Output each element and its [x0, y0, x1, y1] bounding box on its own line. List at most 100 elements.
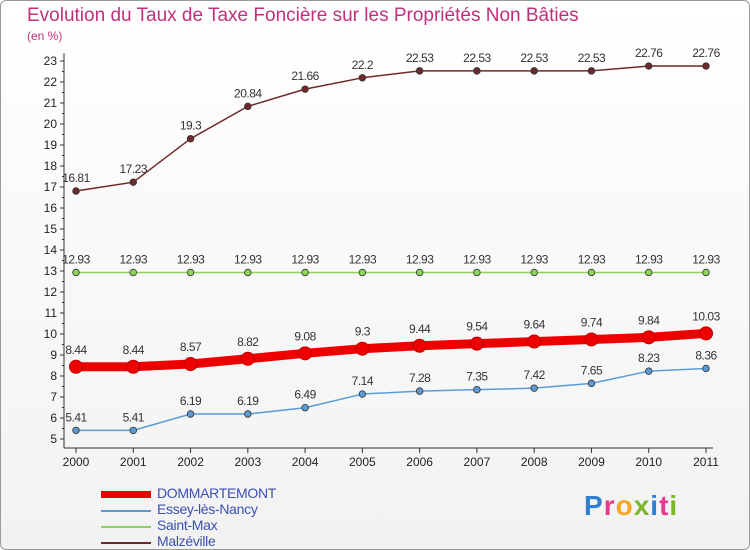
unit-label: (en %)	[27, 29, 63, 43]
y-tick-label: 8	[50, 369, 57, 383]
data-label: 6.19	[180, 394, 202, 408]
data-label: 8.44	[65, 343, 87, 357]
x-tick-label: 2002	[177, 455, 204, 469]
x-tick-label: 2010	[635, 455, 662, 469]
data-label: 5.41	[65, 410, 87, 424]
data-label: 7.65	[581, 363, 603, 377]
y-tick-label: 22	[44, 75, 58, 89]
data-point	[298, 346, 313, 361]
data-label: 7.35	[466, 370, 488, 384]
data-label: 6.49	[294, 388, 316, 402]
data-point	[702, 62, 710, 70]
y-tick-label: 10	[44, 327, 58, 341]
legend-swatch	[101, 491, 151, 498]
x-tick-label: 2009	[578, 455, 605, 469]
y-tick-label: 5	[50, 432, 57, 446]
data-label: 8.44	[123, 343, 145, 357]
data-label: 12.93	[635, 252, 663, 266]
data-label: 12.93	[349, 252, 377, 266]
data-point	[240, 351, 255, 366]
data-point	[358, 268, 367, 277]
data-label: 8.57	[180, 340, 202, 354]
series-malz-ville: 16.81 17.23 19.3 20.84 21.66 22.2 22.53 22.53 22…	[62, 46, 721, 195]
x-tick-label: 2004	[292, 455, 319, 469]
data-point	[530, 67, 538, 75]
logo-letter: i	[669, 490, 679, 521]
chart-title: Evolution du Taux de Taxe Foncière sur l…	[27, 5, 579, 26]
y-tick-label: 9	[50, 348, 57, 362]
data-label: 17.23	[120, 162, 148, 176]
x-tick-label: 2001	[120, 455, 147, 469]
data-point	[355, 341, 370, 356]
data-label: 22.76	[635, 46, 663, 60]
data-point	[415, 268, 424, 277]
data-label: 10.03	[692, 309, 720, 323]
data-label: 9.64	[524, 318, 546, 332]
y-tick-label: 11	[45, 306, 58, 320]
y-tick-label: 16	[44, 201, 58, 215]
data-point	[645, 62, 653, 70]
data-point	[129, 268, 137, 277]
data-point	[699, 326, 713, 341]
series-dommartemont: 8.44 8.44 8.57 8.82 9.08 9.3 9.44 9.54 9.64 9.74 9…	[65, 309, 721, 374]
data-point	[244, 102, 252, 111]
x-tick-label: 2000	[63, 455, 90, 469]
data-point	[244, 268, 252, 277]
data-point	[584, 332, 599, 347]
data-label: 9.3	[355, 325, 371, 339]
data-label: 8.23	[638, 351, 660, 365]
series-saint-max: 12.93 12.93 12.93 12.93 12.93 12.93 12.93 12.93…	[62, 252, 721, 277]
x-tick-label: 2008	[521, 455, 548, 469]
x-tick-label: 2007	[464, 455, 491, 469]
proxiti-logo: Proxiti	[584, 490, 678, 522]
data-label: 12.93	[463, 252, 491, 266]
data-point	[129, 178, 137, 186]
data-point	[72, 187, 80, 195]
data-point	[587, 67, 596, 75]
data-point	[186, 410, 195, 418]
data-label: 12.93	[234, 252, 262, 266]
data-label: 5.41	[123, 410, 145, 424]
data-label: 9.84	[638, 313, 660, 327]
logo-letter: i	[650, 490, 660, 521]
data-point	[641, 330, 656, 345]
data-point	[186, 134, 195, 143]
data-point	[186, 268, 195, 277]
data-label: 22.76	[692, 46, 720, 60]
logo-letter: x	[633, 490, 651, 521]
series-line	[75, 65, 707, 192]
data-label: 9.44	[409, 322, 431, 336]
legend-swatch	[101, 510, 151, 512]
y-tick-label: 15	[44, 222, 58, 236]
data-label: 22.53	[406, 51, 434, 65]
data-point	[645, 268, 653, 277]
y-tick-label: 18	[44, 159, 58, 173]
data-label: 22.53	[463, 51, 491, 65]
legend-swatch	[101, 542, 151, 544]
data-point	[183, 357, 198, 372]
data-point	[702, 364, 710, 373]
logo-letter: o	[615, 490, 634, 521]
data-point	[358, 390, 367, 398]
y-tick-label: 20	[44, 117, 58, 131]
x-tick-label: 2003	[234, 455, 261, 469]
x-tick-label: 2005	[349, 455, 376, 469]
data-point	[301, 268, 309, 277]
data-point	[473, 67, 481, 75]
data-point	[473, 385, 481, 394]
data-label: 22.53	[520, 51, 548, 65]
data-point	[126, 359, 141, 374]
x-tick-label: 2011	[693, 455, 719, 469]
data-point	[587, 268, 596, 277]
data-label: 8.36	[695, 348, 717, 362]
data-label: 9.74	[581, 315, 603, 329]
data-point	[527, 334, 542, 349]
y-tick-label: 19	[44, 138, 58, 152]
y-tick-label: 6	[50, 411, 57, 425]
data-point	[587, 379, 596, 388]
data-label: 22.53	[578, 51, 606, 65]
y-tick-label: 23	[44, 54, 58, 68]
data-label: 12.93	[291, 252, 319, 266]
